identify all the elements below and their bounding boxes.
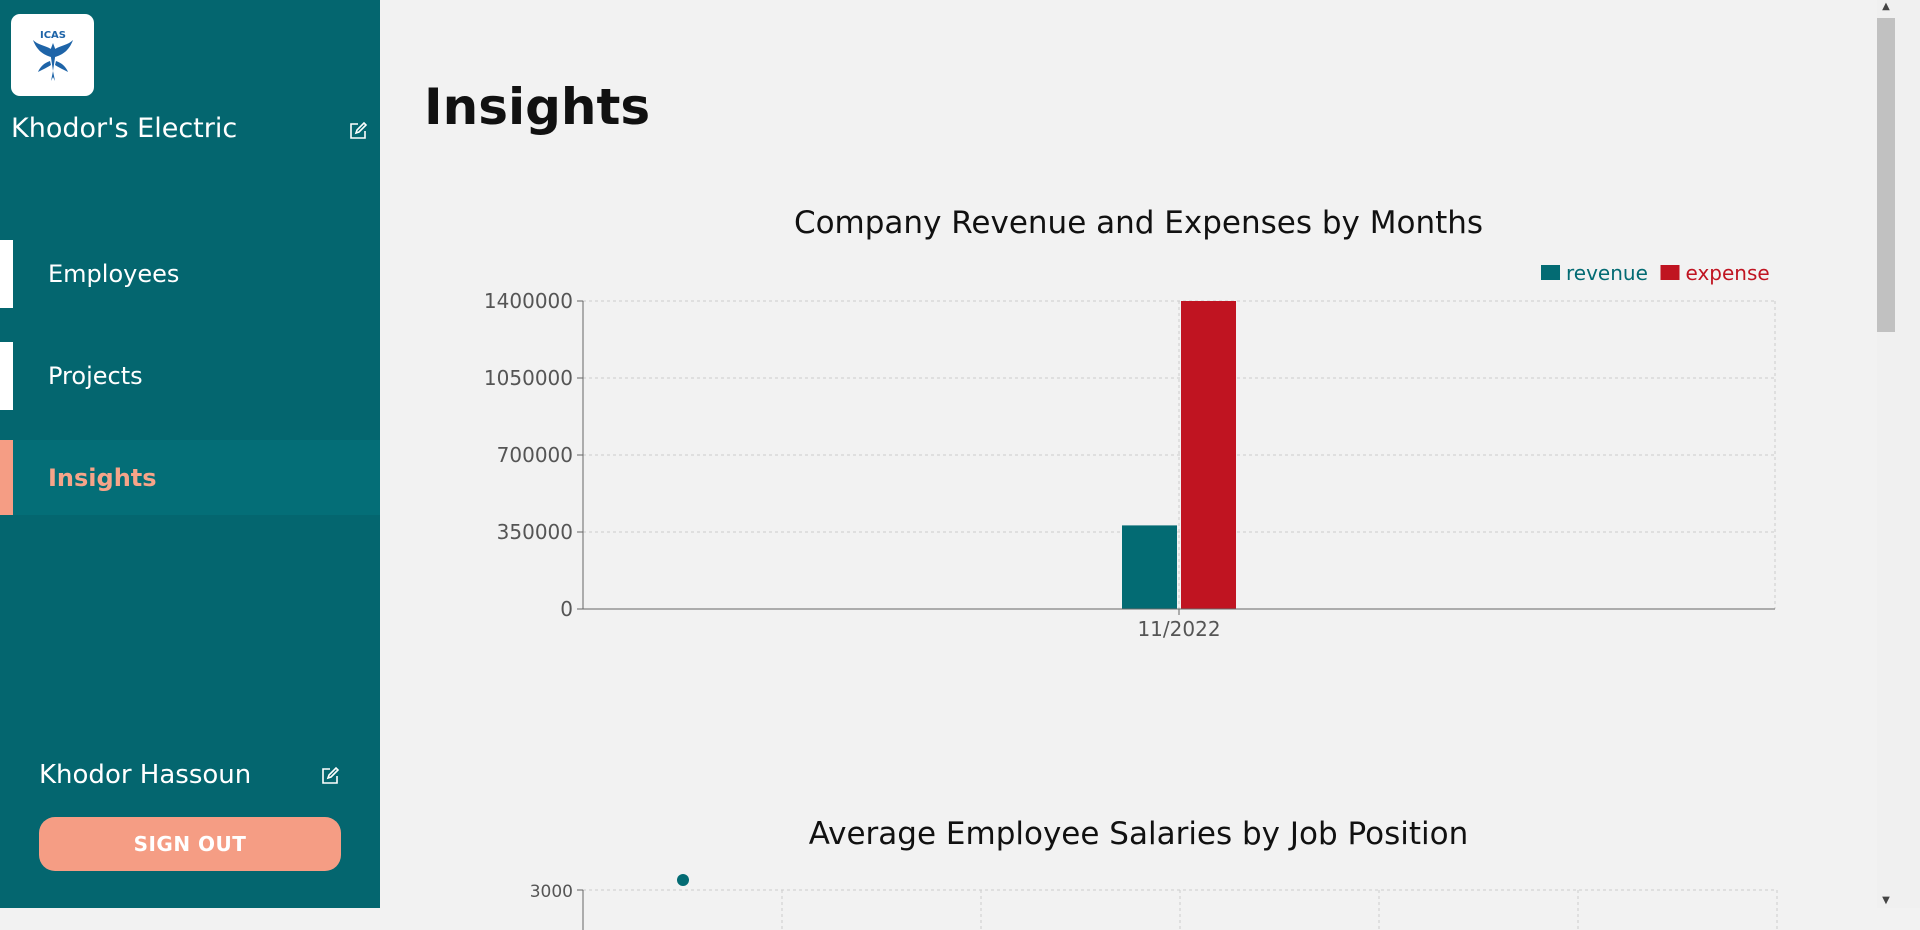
- sidebar-item-label: Employees: [48, 260, 180, 288]
- legend-swatch-expense: [1660, 265, 1680, 280]
- sidebar-item-label: Insights: [48, 463, 157, 492]
- y-tick-label: 1050000: [484, 366, 573, 390]
- chart-title-salaries: Average Employee Salaries by Job Positio…: [808, 816, 1469, 852]
- legend-label-revenue: revenue: [1566, 261, 1648, 285]
- y-tick-label: 0: [560, 597, 573, 621]
- page-title: Insights: [424, 78, 651, 136]
- edit-company-icon[interactable]: [348, 121, 368, 141]
- scroll-up-arrow-icon[interactable]: ▲: [1882, 1, 1890, 12]
- nav-indicator: [0, 342, 13, 410]
- y-tick-label: 1400000: [484, 289, 573, 313]
- scrollbar-thumb[interactable]: [1877, 18, 1895, 332]
- sidebar-item-insights[interactable]: Insights: [0, 440, 380, 515]
- x-tick-label: 11/2022: [1137, 617, 1220, 641]
- nav-indicator: [0, 240, 13, 308]
- scroll-down-arrow-icon[interactable]: ▼: [1882, 895, 1890, 906]
- company-logo[interactable]: ICAS: [11, 14, 94, 96]
- bar-revenue[interactable]: [1122, 525, 1177, 609]
- eagle-logo-icon: ICAS: [32, 30, 73, 81]
- edit-user-icon[interactable]: [320, 766, 340, 786]
- logo-text: ICAS: [39, 30, 65, 41]
- sign-out-button[interactable]: SIGN OUT: [39, 817, 341, 871]
- main-content: Insights Company Revenue and Expenses by…: [380, 0, 1877, 930]
- bar-expense[interactable]: [1181, 301, 1236, 609]
- y-tick-label: 700000: [497, 443, 573, 467]
- sidebar-item-employees[interactable]: Employees: [0, 240, 380, 308]
- user-name: Khodor Hassoun: [39, 760, 252, 790]
- nav-indicator: [0, 440, 13, 515]
- sidebar-item-label: Projects: [48, 362, 143, 390]
- y-tick-label: 3000: [530, 882, 573, 902]
- salary-point[interactable]: [677, 874, 689, 886]
- salary-chart: 3000: [530, 874, 1778, 930]
- company-name: Khodor's Electric: [11, 113, 238, 144]
- sidebar-item-projects[interactable]: Projects: [0, 342, 380, 410]
- legend-swatch-revenue: [1541, 265, 1560, 280]
- revenue-expense-chart: 0 350000 700000 1050000 1400000 11/2022 reven…: [484, 261, 1776, 641]
- chart-title-revenue-expenses: Company Revenue and Expenses by Months: [793, 205, 1484, 241]
- y-tick-label: 350000: [497, 520, 573, 544]
- legend-label-expense: expense: [1686, 261, 1770, 285]
- sidebar: ICAS Khodor's Electric Employees Project…: [0, 0, 380, 908]
